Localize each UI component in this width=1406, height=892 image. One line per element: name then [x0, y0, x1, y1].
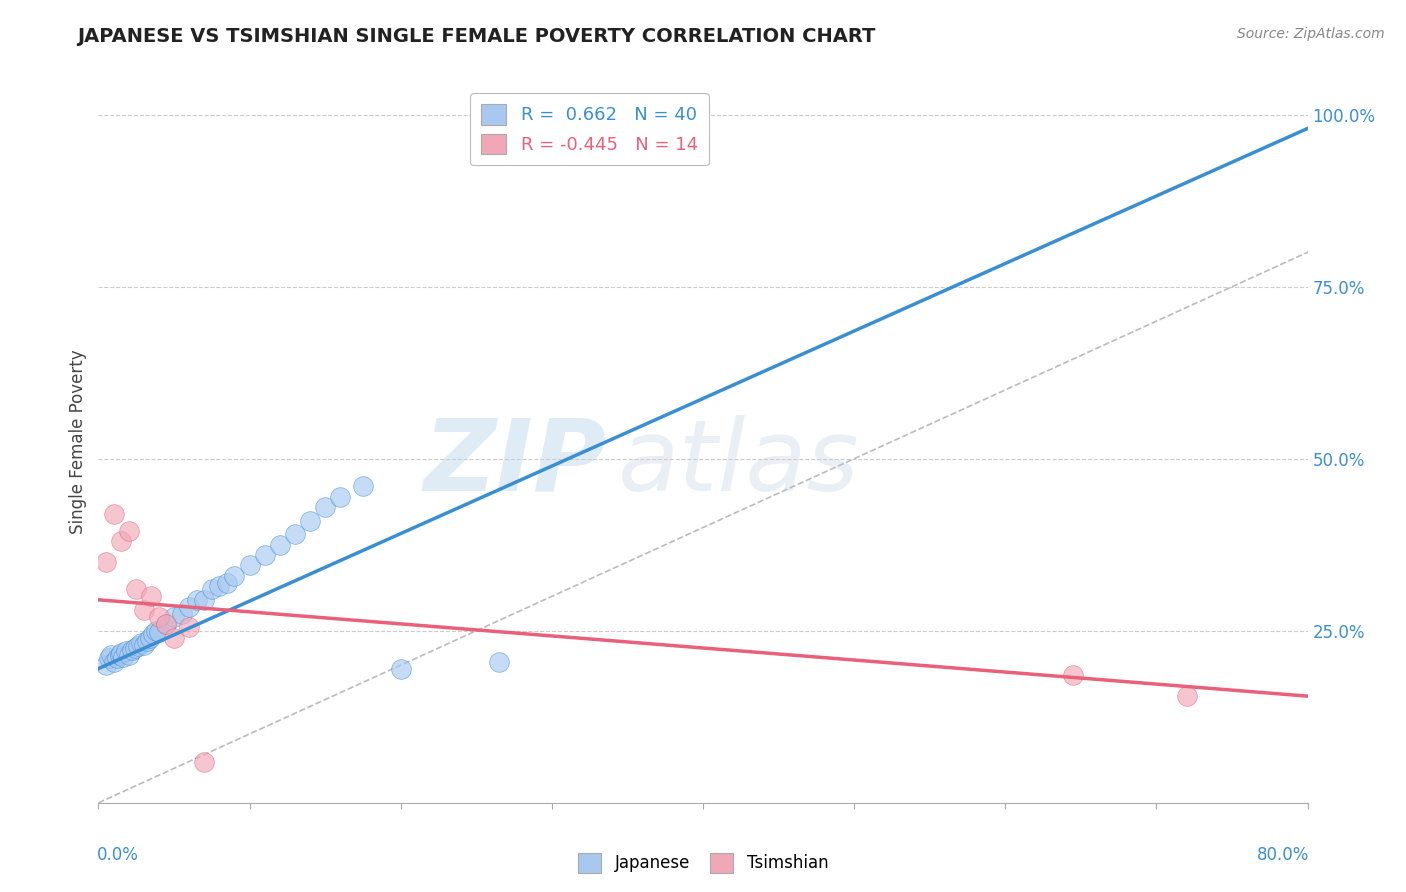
Text: atlas: atlas — [619, 415, 860, 512]
Point — [139, 631, 162, 645]
Point — [124, 640, 146, 655]
Point — [389, 662, 412, 676]
Point — [127, 639, 149, 653]
Point — [148, 625, 170, 640]
Point — [132, 638, 155, 652]
Point — [105, 651, 128, 665]
Point — [94, 658, 117, 673]
Point — [98, 651, 121, 665]
Point — [1062, 668, 1084, 682]
Point — [155, 616, 177, 631]
Point — [103, 507, 125, 521]
Point — [142, 627, 165, 641]
Point — [193, 592, 215, 607]
Point — [352, 479, 374, 493]
Point — [314, 500, 336, 514]
Point — [179, 599, 201, 614]
Point — [155, 616, 177, 631]
Point — [208, 579, 231, 593]
Point — [284, 527, 307, 541]
Point — [108, 648, 131, 662]
Point — [118, 524, 141, 538]
Point — [1175, 689, 1198, 703]
Point — [253, 548, 276, 562]
Point — [100, 648, 122, 662]
Point — [141, 590, 163, 604]
Point — [224, 568, 246, 582]
Legend: Japanese, Tsimshian: Japanese, Tsimshian — [571, 847, 835, 880]
Point — [148, 610, 170, 624]
Point — [121, 643, 143, 657]
Point — [201, 582, 224, 597]
Text: 80.0%: 80.0% — [1257, 847, 1309, 864]
Point — [163, 631, 186, 645]
Point — [125, 582, 148, 597]
Text: Source: ZipAtlas.com: Source: ZipAtlas.com — [1237, 27, 1385, 41]
Point — [129, 636, 152, 650]
Point — [135, 634, 157, 648]
Point — [118, 648, 141, 662]
Point — [269, 538, 291, 552]
Legend: R =  0.662   N = 40, R = -0.445   N = 14: R = 0.662 N = 40, R = -0.445 N = 14 — [470, 93, 709, 165]
Point — [170, 607, 193, 621]
Point — [110, 534, 132, 549]
Point — [488, 655, 510, 669]
Point — [132, 603, 155, 617]
Point — [186, 592, 208, 607]
Point — [179, 620, 201, 634]
Point — [110, 646, 132, 660]
Point — [215, 575, 238, 590]
Text: JAPANESE VS TSIMSHIAN SINGLE FEMALE POVERTY CORRELATION CHART: JAPANESE VS TSIMSHIAN SINGLE FEMALE POVE… — [77, 27, 876, 45]
Point — [163, 610, 186, 624]
Point — [193, 755, 215, 769]
Point — [94, 555, 117, 569]
Point — [239, 558, 262, 573]
Y-axis label: Single Female Poverty: Single Female Poverty — [69, 350, 87, 533]
Point — [329, 490, 352, 504]
Text: 0.0%: 0.0% — [97, 847, 139, 864]
Text: ZIP: ZIP — [423, 415, 606, 512]
Point — [145, 624, 167, 638]
Point — [111, 649, 134, 664]
Point — [114, 644, 136, 658]
Point — [299, 514, 322, 528]
Point — [103, 655, 125, 669]
